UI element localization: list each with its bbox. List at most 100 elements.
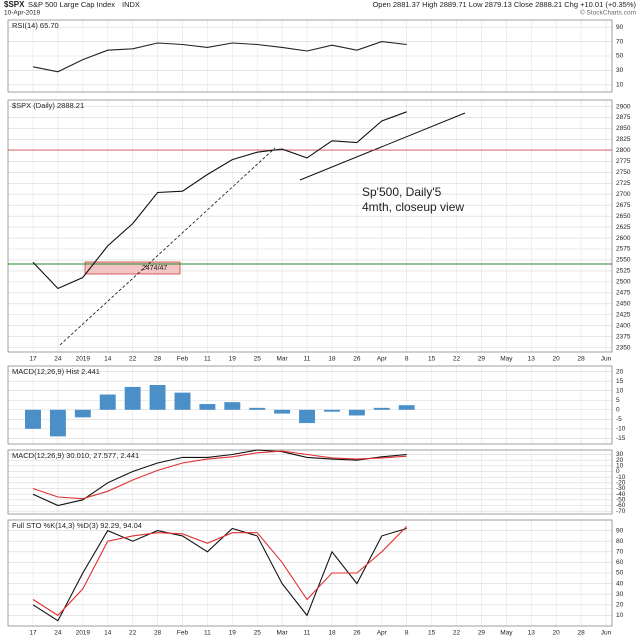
x-tick-label: 17 bbox=[29, 630, 37, 637]
y-tick-label: 2575 bbox=[616, 246, 631, 253]
trend-line bbox=[59, 147, 276, 346]
histogram-bar bbox=[373, 407, 390, 410]
histogram-bar bbox=[323, 409, 340, 412]
x-tick-label: Mar bbox=[277, 630, 289, 637]
exchange: INDX bbox=[122, 0, 140, 9]
x-tick-label: 20 bbox=[553, 356, 561, 363]
x-tick-label: 11 bbox=[304, 630, 311, 637]
y-tick-label: 2500 bbox=[616, 279, 631, 286]
y-tick-label: 10 bbox=[616, 463, 624, 470]
histogram-bar bbox=[199, 404, 216, 410]
y-tick-label: 20 bbox=[616, 368, 624, 375]
annotation: 2474/47 bbox=[142, 265, 167, 272]
series-line bbox=[32, 526, 408, 617]
series-line bbox=[32, 450, 407, 500]
histogram-bar bbox=[249, 407, 266, 410]
y-tick-label: 20 bbox=[616, 457, 624, 464]
quote: Open 2881.37 High 2889.71 Low 2879.13 Cl… bbox=[372, 0, 636, 9]
y-tick-label: 60 bbox=[616, 559, 624, 566]
x-tick-label: Feb bbox=[177, 630, 189, 637]
y-tick-label: 30 bbox=[616, 67, 624, 74]
histogram-bar bbox=[274, 409, 291, 414]
y-tick-label: 2475 bbox=[616, 290, 631, 297]
y-tick-label: 10 bbox=[616, 387, 624, 394]
x-tick-label: 28 bbox=[154, 356, 162, 363]
y-tick-label: 2850 bbox=[616, 125, 631, 132]
y-tick-label: -10 bbox=[616, 425, 626, 432]
x-tick-label: 8 bbox=[405, 356, 409, 363]
series-line bbox=[32, 111, 407, 290]
x-tick-label: 13 bbox=[528, 356, 536, 363]
x-tick-label: 24 bbox=[54, 630, 62, 637]
x-tick-label: 11 bbox=[204, 356, 211, 363]
histogram-bar bbox=[49, 409, 66, 437]
x-tick-label: 2019 bbox=[76, 630, 91, 637]
panel-frame bbox=[7, 365, 613, 445]
y-tick-label: 40 bbox=[616, 580, 624, 587]
y-tick-label: 90 bbox=[616, 527, 624, 534]
x-tick-label: Mar bbox=[277, 356, 289, 363]
y-tick-label: 0 bbox=[616, 406, 620, 413]
histogram-bar bbox=[25, 409, 41, 429]
histogram-bar bbox=[224, 402, 241, 410]
y-tick-label: 15 bbox=[616, 378, 624, 385]
y-tick-label: 2725 bbox=[616, 180, 631, 187]
panel-label: $SPX (Daily) 2888.21 bbox=[12, 101, 84, 110]
x-tick-label: 24 bbox=[54, 356, 62, 363]
y-tick-label: 10 bbox=[616, 612, 624, 619]
y-tick-label: 2650 bbox=[616, 213, 631, 220]
x-tick-label: 22 bbox=[129, 356, 137, 363]
y-tick-label: 5 bbox=[616, 397, 620, 404]
y-tick-label: -70 bbox=[616, 508, 626, 515]
panel-frame bbox=[7, 519, 613, 627]
panel-frame bbox=[7, 99, 613, 353]
y-tick-label: -30 bbox=[616, 485, 626, 492]
y-tick-label: -20 bbox=[616, 480, 626, 487]
x-tick-label: Apr bbox=[377, 356, 388, 363]
x-tick-label: 17 bbox=[29, 356, 37, 363]
series-line bbox=[32, 449, 407, 507]
y-tick-label: 2550 bbox=[616, 257, 631, 264]
x-tick-label: 11 bbox=[304, 356, 311, 363]
panel-label: RSI(14) 65.70 bbox=[12, 21, 59, 30]
y-tick-label: 2600 bbox=[616, 235, 631, 242]
annotation: Sp'500, Daily'5 bbox=[362, 185, 442, 199]
y-tick-label: 0 bbox=[616, 468, 620, 475]
x-tick-label: 2019 bbox=[76, 356, 91, 363]
x-tick-label: 18 bbox=[328, 630, 336, 637]
histogram-bar bbox=[174, 392, 191, 410]
x-tick-label: Jun bbox=[601, 356, 612, 363]
panel-frame bbox=[7, 449, 613, 515]
y-tick-label: 2425 bbox=[616, 311, 631, 318]
y-tick-label: 2800 bbox=[616, 147, 631, 154]
y-tick-label: 90 bbox=[616, 24, 624, 31]
histogram-bar bbox=[124, 386, 141, 410]
annotation-box bbox=[84, 261, 181, 275]
y-tick-label: 30 bbox=[616, 451, 624, 458]
y-tick-label: 10 bbox=[616, 82, 624, 89]
x-tick-label: 15 bbox=[428, 630, 436, 637]
x-tick-label: 22 bbox=[453, 356, 461, 363]
x-tick-label: 13 bbox=[528, 630, 536, 637]
y-tick-label: 2675 bbox=[616, 202, 631, 209]
histogram-bar bbox=[299, 409, 316, 424]
series-line bbox=[32, 527, 407, 622]
y-tick-label: 2875 bbox=[616, 114, 631, 121]
y-tick-label: 2375 bbox=[616, 333, 631, 340]
y-tick-label: 2450 bbox=[616, 301, 631, 308]
y-tick-label: -40 bbox=[616, 491, 626, 498]
x-tick-label: 20 bbox=[553, 630, 561, 637]
x-tick-label: 26 bbox=[353, 630, 361, 637]
annotation: 4mth, closeup view bbox=[362, 200, 464, 214]
y-tick-label: -60 bbox=[616, 502, 626, 509]
x-tick-label: 8 bbox=[405, 630, 409, 637]
y-tick-label: 2625 bbox=[616, 224, 631, 231]
x-tick-label: 19 bbox=[229, 356, 237, 363]
histogram-bar bbox=[99, 394, 116, 410]
watermark: © StockCharts.com bbox=[580, 9, 636, 17]
x-tick-label: 11 bbox=[204, 630, 211, 637]
y-tick-label: 2775 bbox=[616, 158, 631, 165]
histogram-bar bbox=[74, 409, 91, 418]
x-tick-label: 25 bbox=[254, 356, 262, 363]
